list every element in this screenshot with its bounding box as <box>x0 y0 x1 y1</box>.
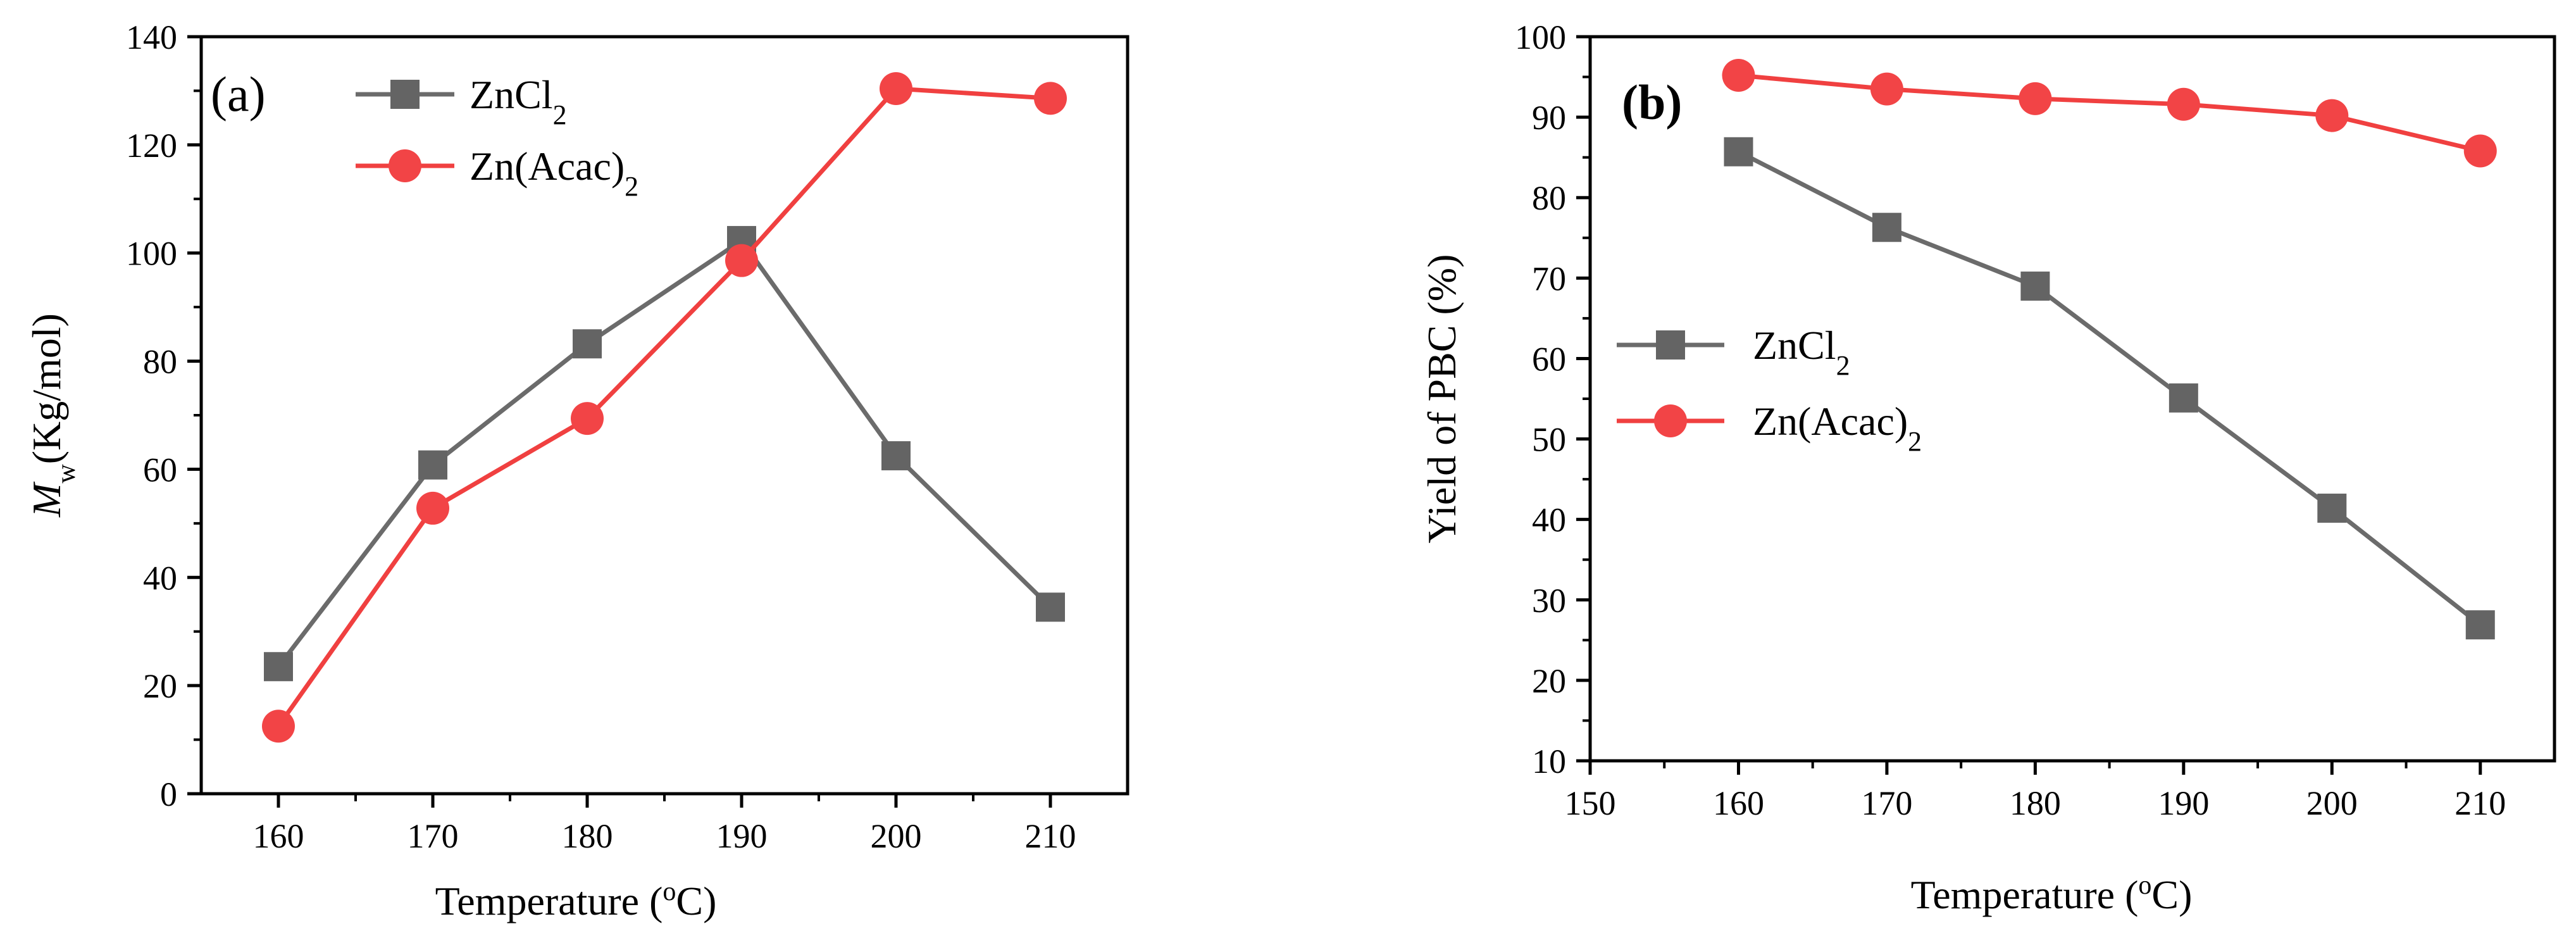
y-tick-label: 100 <box>126 235 177 273</box>
y-tick-label: 10 <box>1532 742 1566 780</box>
data-point-zncl2 <box>1724 137 1753 166</box>
x-tick-label: 200 <box>871 817 922 855</box>
legend-marker <box>1654 404 1687 437</box>
panel-label: (b) <box>1622 75 1682 130</box>
panel-label: (a) <box>211 66 266 122</box>
y-tick-label: 40 <box>143 559 177 597</box>
data-point-zncl2 <box>418 450 447 480</box>
legend-marker <box>1656 330 1685 360</box>
data-point-znacac2 <box>2315 99 2349 132</box>
plot-frame <box>199 35 1129 796</box>
y-tick-label: 80 <box>143 343 177 381</box>
data-point-znacac2 <box>725 244 758 277</box>
data-point-zncl2 <box>1036 592 1065 622</box>
x-axis-title: Temperature (oC) <box>1911 871 2193 917</box>
x-tick-label: 190 <box>2158 784 2209 822</box>
x-tick-label: 160 <box>253 817 304 855</box>
data-point-zncl2 <box>1872 213 1901 242</box>
data-point-zncl2 <box>881 441 911 471</box>
x-tick-label: 170 <box>1861 784 1912 822</box>
data-point-zncl2 <box>573 329 602 359</box>
y-tick-label: 140 <box>126 18 177 56</box>
data-point-zncl2 <box>2465 610 2495 640</box>
chart-panel-a: 160 170 180 190 200 210 0 20 40 60 80 100 120 140 Temp… <box>24 18 1129 923</box>
data-point-znacac2 <box>1722 59 1755 92</box>
data-point-znacac2 <box>571 402 604 435</box>
data-point-znacac2 <box>2019 82 2052 115</box>
y-tick-label: 30 <box>1532 582 1566 620</box>
data-point-znacac2 <box>262 710 295 743</box>
x-axis-title: Temperature (oC) <box>435 877 717 923</box>
data-point-znacac2 <box>2167 87 2200 121</box>
x-tick-label: 180 <box>562 817 613 855</box>
x-tick-label: 170 <box>408 817 459 855</box>
y-axis-title: Mw(Kg/mol) <box>24 313 81 518</box>
series-line-zncl2 <box>277 237 1052 668</box>
y-axis-title: Yield of PBC (%) <box>1419 254 1464 544</box>
y-tick-label: 40 <box>1532 501 1566 539</box>
x-tick-label: 180 <box>2010 784 2061 822</box>
y-tick-label: 60 <box>143 451 177 489</box>
series-line-znacac2 <box>277 86 1051 728</box>
legend-label: Zn(Acac)2 <box>470 144 638 202</box>
x-tick-label: 200 <box>2306 784 2358 822</box>
chart-panel-b: 150 160 170 180 190 200 210 10 20 30 40 50 60 70 80 90 1… <box>1419 18 2556 917</box>
data-point-znacac2 <box>1034 82 1067 115</box>
x-tick-label: 210 <box>1025 817 1076 855</box>
x-tick-label: 210 <box>2455 784 2506 822</box>
legend-marker <box>390 80 420 109</box>
legend-marker <box>389 149 421 182</box>
legend-label: ZnCl2 <box>1753 323 1850 381</box>
y-tick-label: 0 <box>160 775 177 813</box>
data-point-zncl2 <box>2317 493 2347 523</box>
data-point-znacac2 <box>1870 72 1903 106</box>
y-tick-label: 120 <box>126 127 177 165</box>
y-tick-label: 80 <box>1532 179 1566 217</box>
series-line-zncl2 <box>1737 149 2482 627</box>
y-tick-label: 20 <box>143 667 177 705</box>
data-point-zncl2 <box>2168 383 2198 413</box>
y-tick-label: 60 <box>1532 340 1566 378</box>
series-line-znacac2 <box>1738 73 2481 153</box>
y-tick-label: 50 <box>1532 421 1566 459</box>
data-point-zncl2 <box>2020 272 2050 301</box>
legend-label: ZnCl2 <box>470 72 567 130</box>
x-tick-label: 160 <box>1713 784 1764 822</box>
data-point-znacac2 <box>2463 134 2497 168</box>
y-tick-label: 90 <box>1532 99 1566 137</box>
data-point-zncl2 <box>264 652 293 682</box>
x-tick-label: 190 <box>716 817 768 855</box>
legend-label: Zn(Acac)2 <box>1753 399 1922 457</box>
x-tick-label: 150 <box>1565 784 1616 822</box>
data-point-znacac2 <box>416 491 449 525</box>
y-tick-label: 20 <box>1532 662 1566 700</box>
y-tick-label: 100 <box>1515 18 1566 56</box>
data-point-znacac2 <box>880 72 912 106</box>
y-tick-label: 70 <box>1532 260 1566 297</box>
